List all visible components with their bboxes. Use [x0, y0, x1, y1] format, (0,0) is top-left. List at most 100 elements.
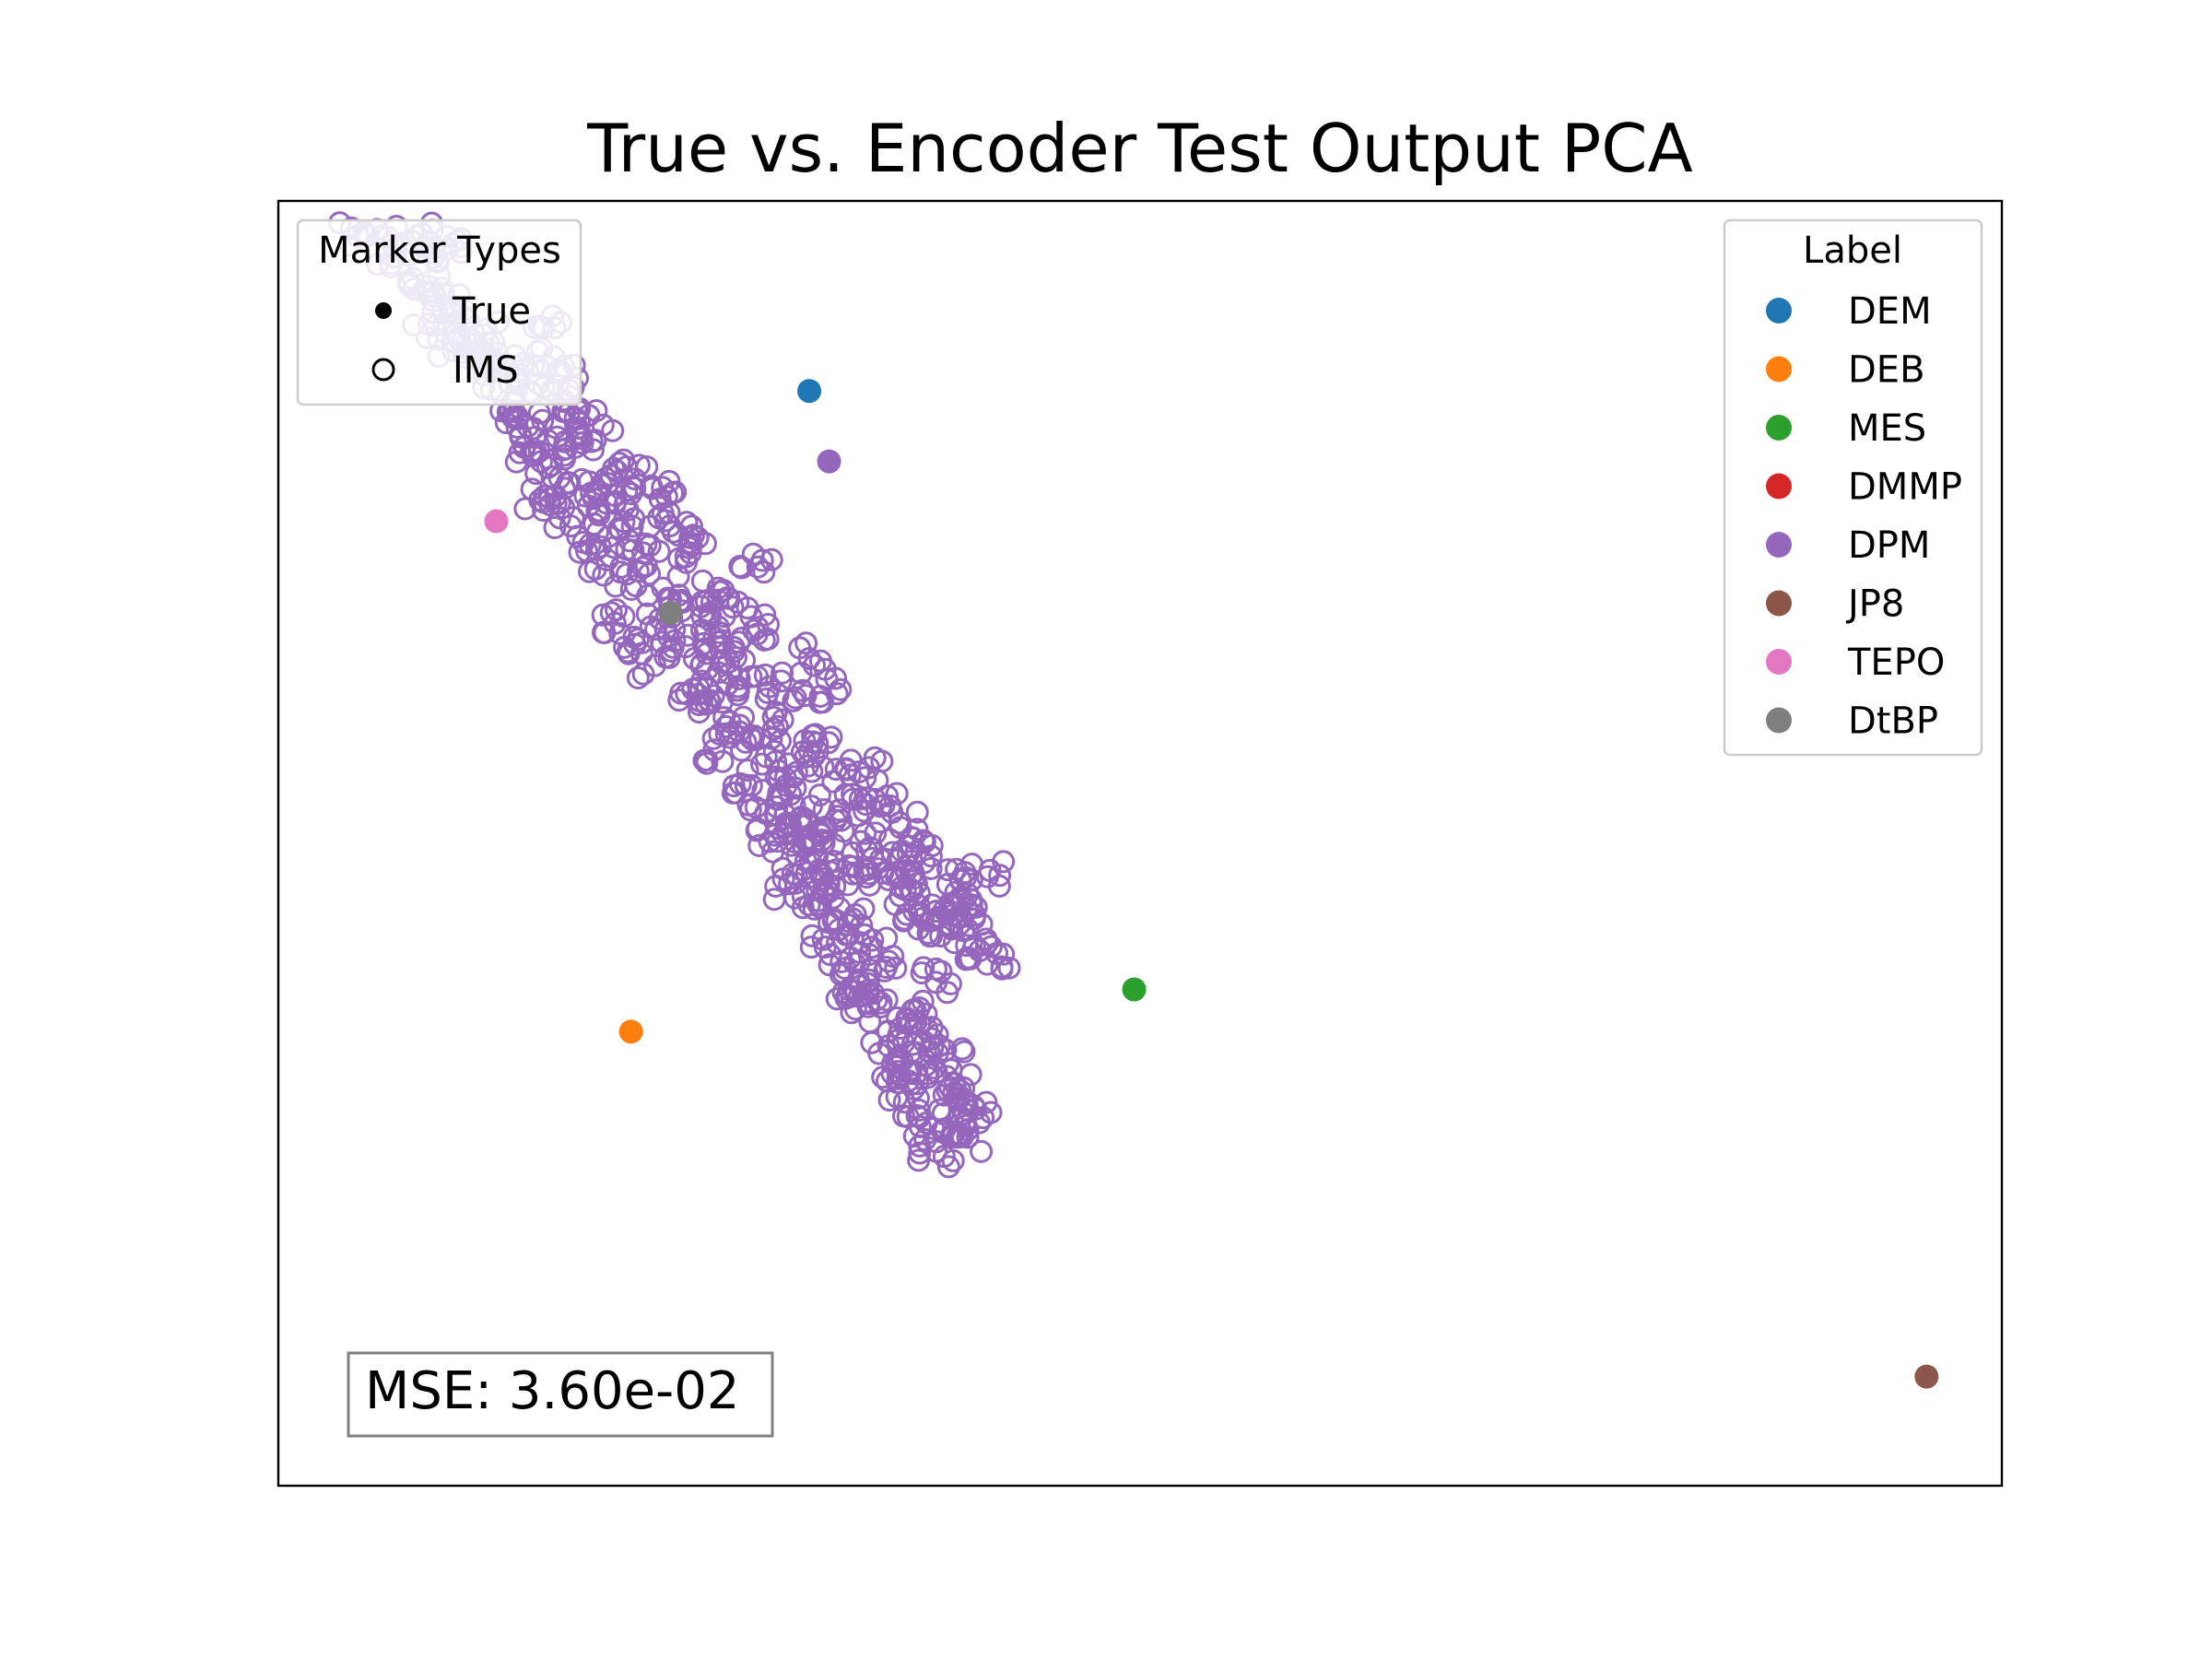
- ims-point-dpm: [494, 411, 518, 435]
- marker-legend-title: Marker Types: [318, 229, 561, 272]
- ims-point-dpm: [913, 1127, 937, 1151]
- ims-point-dpm: [902, 900, 926, 924]
- ims-point-dpm: [735, 759, 759, 782]
- ims-point-dpm: [822, 907, 846, 931]
- ims-point-dpm: [629, 641, 653, 665]
- ims-point-dpm: [648, 487, 672, 511]
- ims-point-dpm: [811, 755, 835, 779]
- ims-point-dpm: [667, 547, 691, 571]
- ims-point-dpm: [791, 896, 815, 920]
- marker-legend-frame: [296, 218, 582, 406]
- ims-point-dpm: [929, 924, 953, 948]
- ims-point-dpm: [710, 690, 734, 714]
- ims-point-dpm: [835, 758, 859, 782]
- ims-point-dpm: [914, 1002, 938, 1026]
- ims-point-dpm: [808, 896, 832, 920]
- ims-point-dpm: [884, 956, 908, 980]
- ims-point-dpm: [970, 1139, 994, 1163]
- ims-point-dpm: [935, 1078, 959, 1102]
- ims-point-dpm: [997, 956, 1021, 980]
- ims-point-dpm: [881, 945, 905, 969]
- ims-point-dpm: [853, 821, 877, 845]
- ims-point-dpm: [963, 903, 987, 927]
- ims-point-dpm: [818, 943, 842, 967]
- ims-point-dpm: [588, 535, 612, 559]
- ims-point-dpm: [925, 1023, 949, 1047]
- label-legend-entry-dpm: DPM: [1848, 524, 1930, 567]
- mse-annotation-text: MSE: 3.60e-02: [365, 1361, 740, 1421]
- ims-point-dpm: [807, 783, 831, 807]
- ims-point-dpm: [788, 636, 812, 660]
- ims-point-dpm: [644, 618, 668, 641]
- marker-legend-open-circle-icon: [371, 358, 395, 382]
- ims-point-dpm: [750, 548, 774, 572]
- ims-point-dpm: [730, 556, 754, 580]
- ims-point-dpm: [808, 649, 832, 673]
- label-legend-entries: DEM DEB MES DMMP DPM JP8 TEPO DtBP: [1766, 290, 1962, 743]
- label-legend-swatch-jp8: [1766, 590, 1792, 617]
- ims-point-dpm: [794, 861, 818, 885]
- ims-point-dpm: [847, 984, 871, 1008]
- ims-point-dpm: [677, 530, 701, 554]
- ims-point-dpm: [752, 560, 776, 584]
- label-legend-swatch-tepo: [1766, 649, 1792, 675]
- ims-point-dpm: [744, 795, 768, 819]
- ims-point-dpm: [547, 491, 571, 515]
- label-legend-entry-dtbp: DtBP: [1848, 700, 1938, 743]
- ims-point-dpm: [914, 1053, 938, 1077]
- ims-point-dpm: [907, 995, 931, 1019]
- ims-point-dpm: [571, 431, 594, 455]
- label-legend-entry-mes: MES: [1848, 407, 1926, 450]
- ims-point-dpm: [613, 493, 637, 517]
- label-legend-swatch-dtbp: [1766, 707, 1792, 734]
- ims-point-dpm: [601, 418, 625, 442]
- ims-point-dpm: [919, 856, 943, 880]
- ims-point-dpm: [783, 686, 807, 710]
- ims-point-dpm: [626, 666, 650, 690]
- label-legend-entry-tepo: TEPO: [1847, 641, 1945, 684]
- ims-point-dpm: [509, 425, 533, 449]
- ims-point-dpm: [524, 440, 547, 464]
- ims-point-dpm: [907, 1148, 931, 1172]
- plot-area: [276, 199, 2004, 1488]
- ims-point-dpm: [899, 1072, 923, 1096]
- ims-point-dpm: [810, 829, 834, 853]
- ims-point-dpm: [953, 1101, 977, 1125]
- ims-point-dpm: [990, 955, 1014, 979]
- ims-point-dpm: [829, 962, 853, 986]
- ims-point-dpm: [692, 748, 716, 772]
- scatter-marks: [328, 211, 1939, 1389]
- ims-point-dpm: [762, 888, 786, 912]
- ims-point-dpm: [637, 562, 661, 586]
- ims-point-dpm: [905, 800, 929, 824]
- ims-point-dpm: [992, 850, 1016, 874]
- ims-point-dpm: [836, 983, 860, 1007]
- true-point-dtbp: [658, 600, 683, 625]
- ims-point-dpm: [801, 724, 825, 747]
- marker-legend: Marker Types True IMS: [296, 218, 582, 406]
- ims-point-dpm: [764, 749, 788, 773]
- ims-point-dpm: [753, 663, 777, 687]
- label-legend-swatch-deb: [1766, 356, 1792, 382]
- ims-point-dpm: [701, 726, 725, 750]
- ims-point-dpm: [756, 627, 780, 651]
- label-legend-frame: [1723, 218, 1983, 757]
- ims-point-dpm: [959, 1063, 982, 1087]
- ims-point-dpm: [880, 800, 904, 824]
- ims-point-dpm: [520, 477, 544, 501]
- ims-point-dpm: [621, 538, 645, 562]
- label-legend-swatch-dpm: [1766, 532, 1792, 558]
- ims-point-dpm: [863, 746, 887, 770]
- ims-point-dpm: [582, 487, 606, 511]
- ims-point-dpm: [714, 714, 738, 738]
- ims-point-dpm: [789, 814, 813, 838]
- ims-point-dpm: [944, 880, 968, 904]
- mse-annotation-box: [347, 1351, 774, 1438]
- ims-point-dpm: [963, 934, 987, 958]
- ims-point-dpm: [766, 817, 790, 841]
- ims-point-dpm: [718, 725, 742, 749]
- ims-point-dpm: [747, 833, 771, 857]
- ims-point-dpm: [612, 605, 636, 629]
- ims-point-dpm: [896, 1105, 920, 1129]
- ims-point-dpm: [543, 516, 567, 540]
